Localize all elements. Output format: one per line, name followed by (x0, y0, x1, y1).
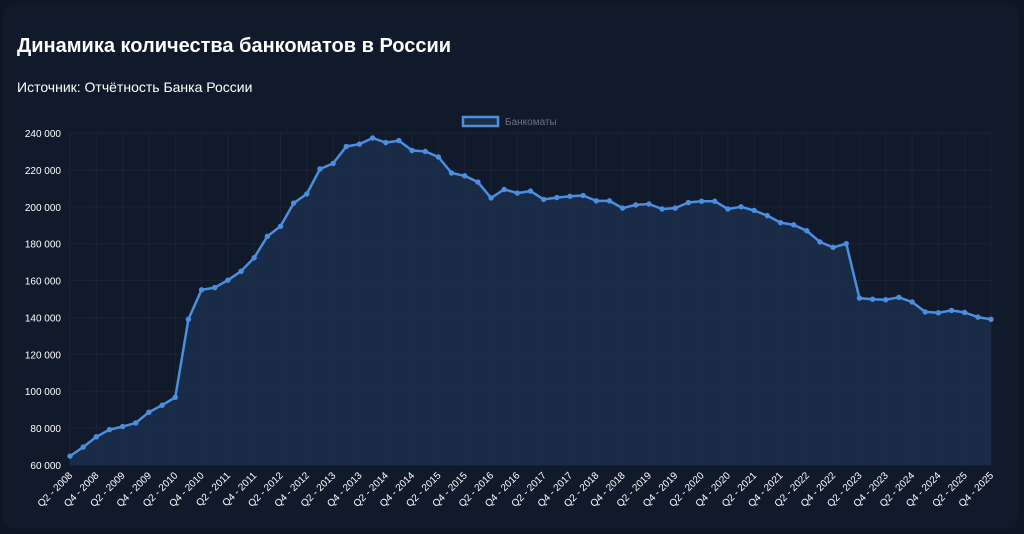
data-point[interactable] (698, 198, 705, 204)
data-point[interactable] (554, 194, 560, 201)
data-point[interactable] (922, 309, 928, 315)
data-point[interactable] (659, 206, 665, 212)
data-point[interactable] (988, 316, 994, 322)
data-point[interactable] (935, 310, 942, 316)
data-point[interactable] (843, 240, 849, 247)
data-point[interactable] (198, 287, 205, 293)
data-point[interactable] (146, 409, 152, 415)
data-point[interactable] (869, 296, 876, 302)
y-axis: 60 000 80 000 100 000 120 000 140 000 160 000… (25, 129, 62, 472)
data-point[interactable] (961, 309, 968, 316)
data-point[interactable] (817, 239, 823, 245)
legend-label: Банкоматы (505, 117, 557, 128)
data-point[interactable] (462, 173, 468, 179)
data-point[interactable] (133, 420, 139, 426)
y-tick-label: 220 000 (25, 166, 62, 177)
data-point[interactable] (501, 186, 507, 193)
data-point[interactable] (567, 193, 573, 199)
data-point[interactable] (67, 453, 73, 459)
data-point[interactable] (527, 188, 534, 194)
data-point[interactable] (883, 297, 889, 303)
data-point[interactable] (790, 222, 797, 228)
data-point[interactable] (119, 423, 126, 430)
y-tick-label: 180 000 (25, 240, 62, 251)
data-point[interactable] (672, 205, 678, 211)
data-point[interactable] (383, 139, 389, 146)
data-point[interactable] (712, 198, 718, 204)
data-point[interactable] (304, 191, 310, 197)
data-point[interactable] (356, 141, 363, 147)
data-point[interactable] (80, 444, 86, 450)
data-point[interactable] (422, 148, 428, 155)
data-point[interactable] (369, 135, 376, 141)
data-point[interactable] (804, 228, 810, 234)
y-tick-label: 240 000 (25, 129, 62, 140)
data-point[interactable] (435, 154, 442, 160)
data-point[interactable] (764, 212, 771, 219)
data-point[interactable] (948, 307, 955, 314)
data-point[interactable] (606, 198, 613, 204)
data-point[interactable] (159, 402, 165, 408)
data-point[interactable] (619, 205, 626, 211)
data-point[interactable] (448, 170, 455, 176)
y-tick-label: 200 000 (25, 203, 62, 214)
data-point[interactable] (738, 204, 744, 210)
data-point[interactable] (475, 179, 481, 185)
data-point[interactable] (685, 199, 692, 206)
data-point[interactable] (409, 147, 415, 154)
data-point[interactable] (277, 223, 284, 230)
y-tick-label: 100 000 (25, 387, 62, 398)
y-tick-label: 160 000 (25, 277, 62, 288)
data-point[interactable] (106, 426, 113, 433)
chart-title: Динамика количества банкоматов в России (17, 35, 452, 57)
area-fill (70, 138, 991, 465)
data-point[interactable] (909, 299, 915, 305)
data-point[interactable] (317, 166, 323, 172)
y-tick-label: 120 000 (25, 350, 62, 361)
data-point[interactable] (777, 219, 784, 226)
legend[interactable]: Банкоматы (461, 115, 557, 128)
data-point[interactable] (975, 314, 981, 320)
data-points (67, 135, 994, 459)
data-point[interactable] (330, 160, 336, 167)
y-tick-label: 80 000 (30, 424, 61, 435)
data-point[interactable] (225, 277, 231, 283)
chart-subtitle: Источник: Отчётность Банка России (17, 79, 253, 95)
data-point[interactable] (238, 268, 244, 275)
data-point[interactable] (725, 206, 731, 212)
data-point[interactable] (251, 254, 257, 261)
data-point[interactable] (290, 200, 297, 206)
y-tick-label: 60 000 (30, 461, 61, 472)
data-point[interactable] (540, 196, 547, 203)
legend-swatch-icon (461, 115, 500, 128)
data-point[interactable] (172, 394, 178, 401)
data-point[interactable] (593, 198, 599, 204)
data-point[interactable] (514, 190, 521, 196)
data-point[interactable] (93, 434, 100, 440)
data-point[interactable] (264, 233, 271, 239)
data-point[interactable] (751, 207, 757, 214)
data-point[interactable] (633, 202, 639, 208)
data-point[interactable] (646, 201, 652, 207)
data-point[interactable] (896, 294, 902, 301)
data-point[interactable] (396, 137, 402, 144)
y-tick-label: 140 000 (25, 313, 62, 324)
data-point[interactable] (212, 284, 218, 291)
data-point[interactable] (488, 195, 494, 201)
data-point[interactable] (856, 295, 863, 301)
data-point[interactable] (185, 316, 192, 322)
data-point[interactable] (830, 244, 836, 251)
data-point[interactable] (343, 143, 349, 150)
data-point[interactable] (580, 192, 586, 199)
